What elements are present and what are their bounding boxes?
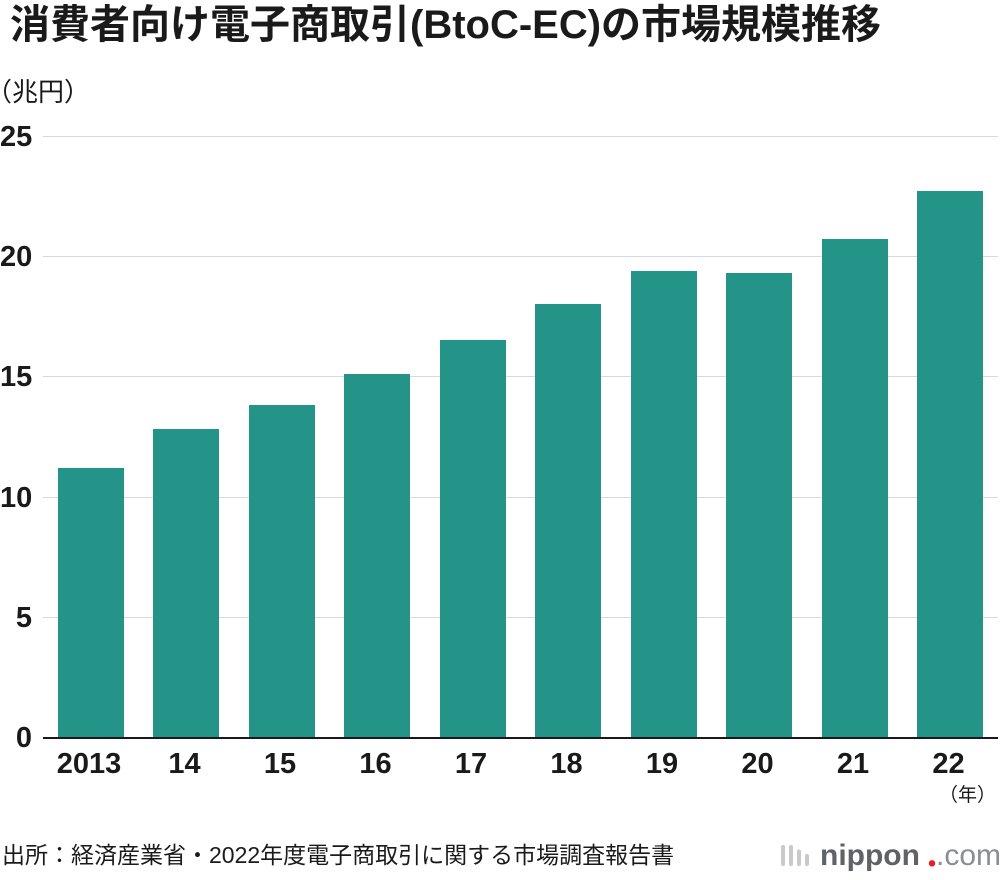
svg-text:nippon: nippon: [820, 839, 920, 872]
svg-text:.com: .com: [936, 839, 1000, 872]
